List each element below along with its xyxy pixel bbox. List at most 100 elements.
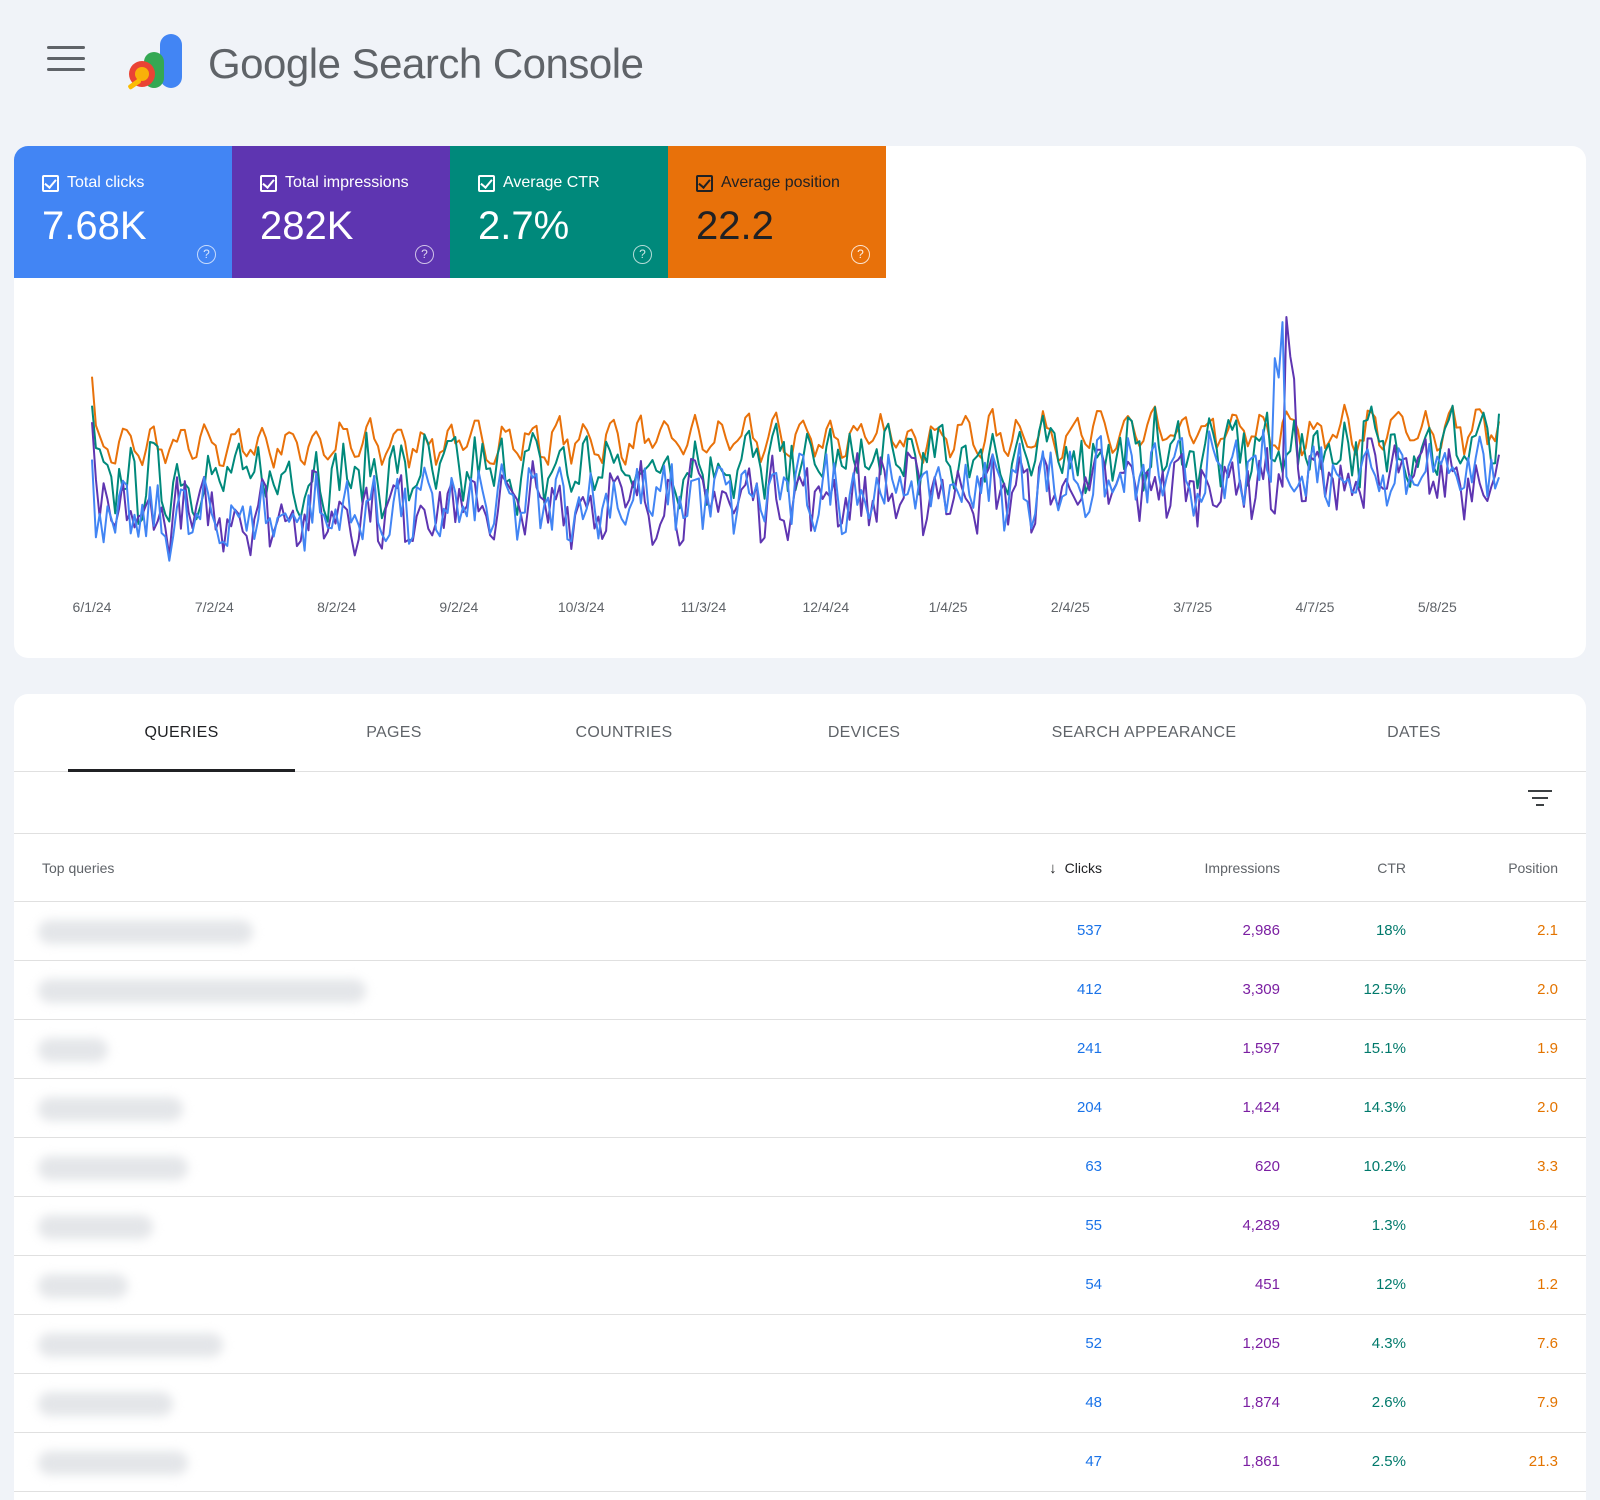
checkbox-icon[interactable] xyxy=(696,174,713,192)
table-row[interactable]: 47 1,861 2.5% 21.3 xyxy=(14,1433,1586,1492)
performance-chart: 6/1/24 7/2/24 8/2/24 9/2/24 10/3/24 11/3/24 12… xyxy=(73,316,1500,615)
table-row[interactable]: 537 2,986 18% 2.1 xyxy=(14,902,1586,961)
search-console-logo xyxy=(128,34,182,90)
table-row[interactable]: 52 1,205 4.3% 7.6 xyxy=(14,1315,1586,1374)
redacted-query xyxy=(38,1274,128,1298)
menu-icon[interactable] xyxy=(47,46,85,72)
x-tick-label: 6/1/24 xyxy=(73,599,112,615)
cell-impressions: 1,874 xyxy=(1242,1394,1280,1411)
cell-impressions: 1,424 xyxy=(1242,1099,1280,1116)
cell-clicks: 47 xyxy=(1085,1453,1102,1470)
checkbox-icon[interactable] xyxy=(260,174,277,192)
cell-clicks: 63 xyxy=(1085,1158,1102,1175)
metric-value: 7.68K xyxy=(42,204,147,248)
help-icon[interactable]: ? xyxy=(633,245,652,264)
cell-position: 1.9 xyxy=(1537,1040,1558,1057)
cell-ctr: 10.2% xyxy=(1363,1158,1406,1175)
series-line-total-clicks xyxy=(91,321,1500,562)
cell-clicks: 48 xyxy=(1085,1394,1102,1411)
metric-value: 282K xyxy=(260,204,354,248)
x-tick-label: 7/2/24 xyxy=(195,599,234,615)
active-tab-indicator xyxy=(68,769,295,772)
cell-ctr: 15.1% xyxy=(1363,1040,1406,1057)
x-tick-label: 5/8/25 xyxy=(1418,599,1457,615)
app-header: Google Search Console xyxy=(0,0,1600,135)
column-header-position[interactable]: Position xyxy=(1508,860,1558,876)
report-table-card: QUERIES PAGES COUNTRIES DEVICES SEARCH A… xyxy=(14,694,1586,1500)
help-icon[interactable]: ? xyxy=(197,245,216,264)
filter-icon[interactable] xyxy=(1528,790,1552,810)
cell-impressions: 1,861 xyxy=(1242,1453,1280,1470)
metric-total-clicks[interactable]: Total clicks 7.68K ? xyxy=(14,146,232,278)
redacted-query xyxy=(38,1097,183,1121)
x-tick-label: 12/4/24 xyxy=(802,599,849,615)
metric-average-position[interactable]: Average position 22.2 ? xyxy=(668,146,886,278)
cell-ctr: 18% xyxy=(1375,922,1406,939)
performance-chart-card: 6/1/24 7/2/24 8/2/24 9/2/24 10/3/24 11/3/24 12… xyxy=(14,146,1586,658)
tab-countries[interactable]: COUNTRIES xyxy=(575,724,673,741)
checkbox-icon[interactable] xyxy=(42,174,59,192)
metric-value: 22.2 xyxy=(696,204,774,248)
cell-impressions: 4,289 xyxy=(1242,1217,1280,1234)
x-tick-label: 10/3/24 xyxy=(558,599,605,615)
table-row[interactable]: 412 3,309 12.5% 2.0 xyxy=(14,961,1586,1020)
cell-ctr: 12.5% xyxy=(1363,981,1406,998)
metric-total-impressions[interactable]: Total impressions 282K ? xyxy=(232,146,450,278)
table-row[interactable]: 241 1,597 15.1% 1.9 xyxy=(14,1020,1586,1079)
cell-position: 7.6 xyxy=(1537,1335,1558,1352)
help-icon[interactable]: ? xyxy=(851,245,870,264)
cell-position: 2.1 xyxy=(1537,922,1558,939)
series-line-average-position xyxy=(91,376,1500,469)
cell-impressions: 2,986 xyxy=(1242,922,1280,939)
table-row[interactable]: 54 451 12% 1.2 xyxy=(14,1256,1586,1315)
table-row[interactable]: 204 1,424 14.3% 2.0 xyxy=(14,1079,1586,1138)
app-title: Google Search Console xyxy=(208,40,644,87)
x-tick-label: 4/7/25 xyxy=(1296,599,1335,615)
tab-dates[interactable]: DATES xyxy=(1387,724,1441,741)
arrow-down-icon: ↓ xyxy=(1049,860,1057,877)
cell-clicks: 55 xyxy=(1085,1217,1102,1234)
column-header-clicks[interactable]: ↓ Clicks xyxy=(1049,860,1102,877)
tab-devices[interactable]: DEVICES xyxy=(827,724,901,741)
redacted-query xyxy=(38,1451,188,1475)
cell-ctr: 2.6% xyxy=(1371,1394,1406,1411)
cell-position: 7.9 xyxy=(1537,1394,1558,1411)
table-row[interactable]: 55 4,289 1.3% 16.4 xyxy=(14,1197,1586,1256)
cell-ctr: 12% xyxy=(1375,1276,1406,1293)
cell-clicks: 241 xyxy=(1076,1040,1102,1057)
column-header-impressions[interactable]: Impressions xyxy=(1204,860,1280,876)
cell-ctr: 14.3% xyxy=(1363,1099,1406,1116)
column-header-ctr[interactable]: CTR xyxy=(1377,860,1406,876)
x-tick-label: 8/2/24 xyxy=(317,599,356,615)
x-tick-label: 3/7/25 xyxy=(1173,599,1212,615)
x-tick-label: 1/4/25 xyxy=(929,599,968,615)
metric-value: 2.7% xyxy=(478,204,570,248)
metric-label: Average position xyxy=(721,174,840,191)
column-header-query[interactable]: Top queries xyxy=(42,860,115,876)
table-row[interactable]: 48 1,874 2.6% 7.9 xyxy=(14,1374,1586,1433)
metric-average-ctr[interactable]: Average CTR 2.7% ? xyxy=(450,146,668,278)
cell-impressions: 1,205 xyxy=(1242,1335,1280,1352)
metric-label: Average CTR xyxy=(503,174,600,191)
checkbox-icon[interactable] xyxy=(478,174,495,192)
cell-impressions: 1,597 xyxy=(1242,1040,1280,1057)
cell-clicks: 54 xyxy=(1085,1276,1102,1293)
redacted-query xyxy=(38,1156,188,1180)
metric-cards: Total clicks 7.68K ? Total impressions 2… xyxy=(14,146,886,278)
cell-clicks: 52 xyxy=(1085,1335,1102,1352)
redacted-query xyxy=(38,1215,153,1239)
series-line-average-ctr xyxy=(91,404,1500,525)
help-icon[interactable]: ? xyxy=(415,245,434,264)
tab-pages[interactable]: PAGES xyxy=(366,724,422,741)
cell-position: 2.0 xyxy=(1537,1099,1558,1116)
table-row[interactable]: 63 620 10.2% 3.3 xyxy=(14,1138,1586,1197)
cell-position: 3.3 xyxy=(1537,1158,1558,1175)
redacted-query xyxy=(38,920,253,944)
x-tick-label: 9/2/24 xyxy=(439,599,478,615)
cell-ctr: 2.5% xyxy=(1371,1453,1406,1470)
tab-queries[interactable]: QUERIES xyxy=(144,724,219,741)
cell-clicks: 537 xyxy=(1076,922,1102,939)
tab-search-appearance[interactable]: SEARCH APPEARANCE xyxy=(1051,724,1237,741)
cell-position: 2.0 xyxy=(1537,981,1558,998)
cell-impressions: 620 xyxy=(1254,1158,1280,1175)
